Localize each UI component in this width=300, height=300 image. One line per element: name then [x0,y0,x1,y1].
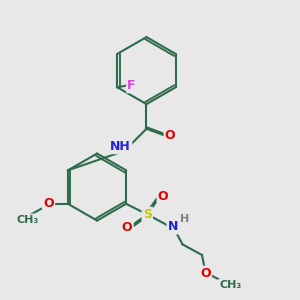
Text: H: H [180,214,190,224]
Text: CH₃: CH₃ [219,280,241,290]
Text: O: O [158,190,169,202]
Text: F: F [127,79,136,92]
Text: N: N [168,220,178,233]
Text: CH₃: CH₃ [16,215,39,225]
Text: O: O [200,267,211,280]
Text: O: O [165,129,176,142]
Text: S: S [143,208,152,221]
Text: O: O [122,221,133,234]
Text: O: O [43,197,54,210]
Text: NH: NH [110,140,131,153]
